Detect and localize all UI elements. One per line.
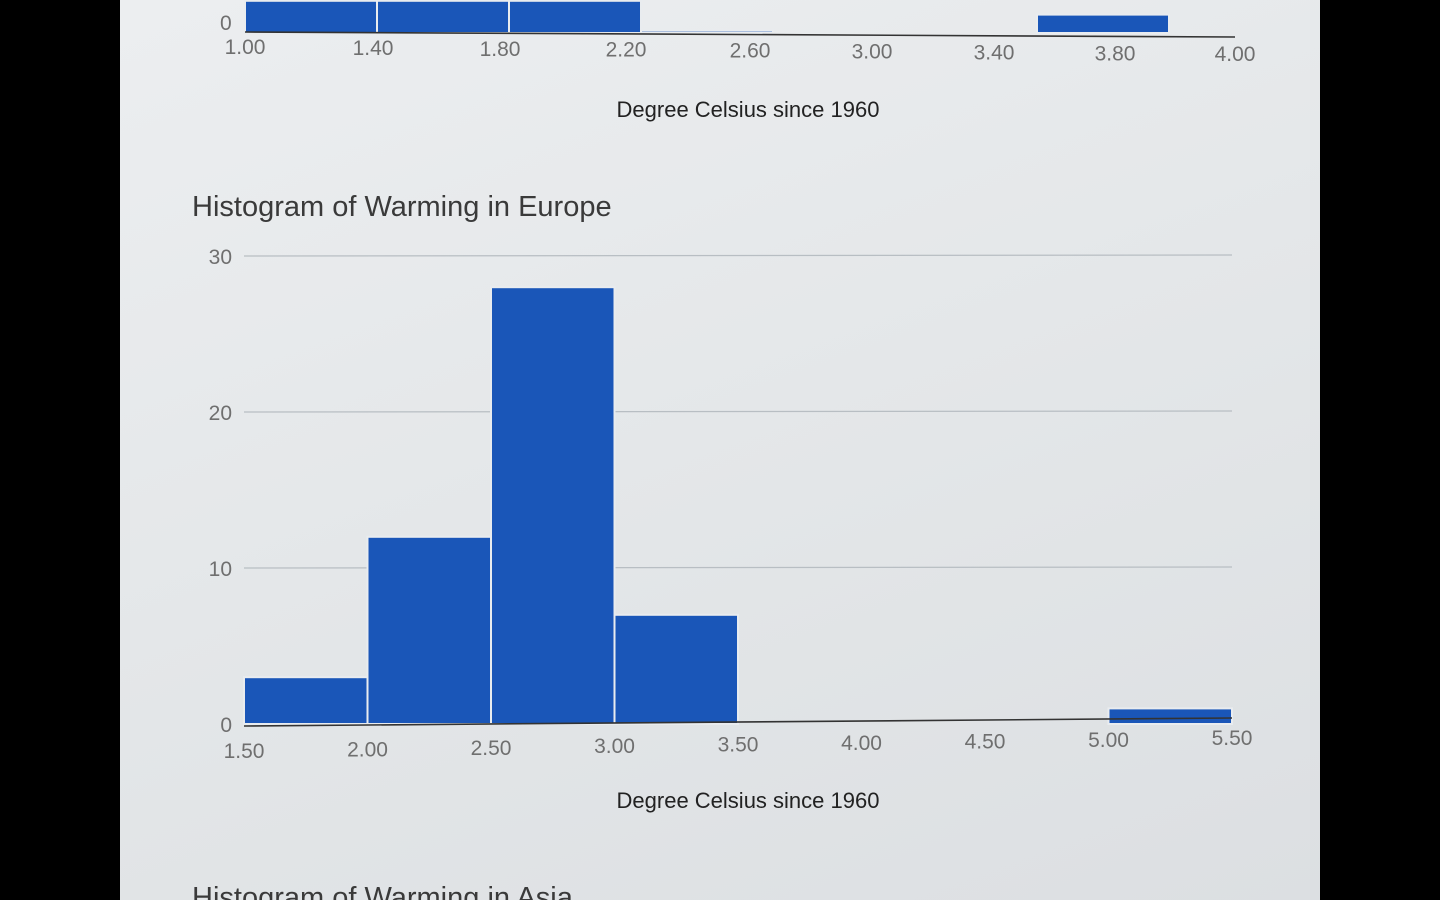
- europe-y-tick-label: 0: [220, 714, 232, 737]
- charts-canvas: 0 1.00 1.40 1.80 2.20 2.60 3.00 3.40 3.80 4.00 D…: [192, 0, 1256, 900]
- europe-x-tick-label: 3.50: [718, 734, 759, 757]
- top-bars-group: [244, 0, 1170, 35]
- europe-bar-7: [1107, 707, 1233, 726]
- europe-gridlines: [243, 254, 1233, 569]
- top-bar-2: [508, 0, 642, 35]
- europe-x-tick-label: 4.50: [965, 730, 1006, 753]
- top-y-tick-0: 0: [220, 12, 232, 35]
- europe-y-tick-label: 20: [209, 402, 232, 425]
- europe-bar-0: [243, 676, 369, 726]
- top-x-tick-label: 3.40: [974, 41, 1015, 64]
- top-x-tick-label: 2.20: [606, 39, 647, 62]
- top-x-tick-label: 3.80: [1095, 42, 1136, 65]
- europe-x-axis-title: Degree Celsius since 1960: [617, 788, 880, 813]
- europe-y-tick-label: 10: [209, 558, 232, 581]
- top-x-ticks: 1.00 1.40 1.80 2.20 2.60 3.00 3.40 3.80 4.00: [225, 36, 1256, 66]
- europe-bar-1: [366, 535, 492, 725]
- top-bar-4: [1036, 13, 1170, 34]
- europe-x-tick-label: 2.00: [347, 738, 388, 761]
- asia-chart-title: Histogram of Warming in Asia: [192, 882, 574, 900]
- europe-bar-2: [490, 286, 616, 725]
- europe-x-tick-label: 2.50: [471, 737, 512, 760]
- europe-histogram: Histogram of Warming in Europe 0 10 20 30 1…: [192, 191, 1252, 813]
- top-x-axis-line: [244, 31, 1236, 38]
- europe-x-tick-label: 4.00: [841, 732, 882, 755]
- top-histogram: 0 1.00 1.40 1.80 2.20 2.60 3.00 3.40 3.80 4.00 D…: [220, 0, 1256, 122]
- europe-bars-group: [243, 286, 1233, 726]
- top-x-tick-label: 1.00: [225, 36, 266, 59]
- europe-x-axis-line: [243, 717, 1233, 727]
- top-x-tick-label: 3.00: [852, 41, 893, 64]
- europe-x-ticks: 1.50 2.00 2.50 3.00 3.50 4.00 4.50 5.00 5.50: [224, 727, 1253, 763]
- top-x-tick-label: 1.40: [353, 37, 394, 60]
- top-x-tick-label: 1.80: [480, 38, 521, 61]
- europe-y-tick-label: 30: [209, 246, 232, 269]
- europe-y-ticks: 0 10 20 30: [209, 246, 232, 737]
- top-bar-0: [244, 0, 378, 35]
- europe-x-tick-label: 3.00: [594, 735, 635, 758]
- top-x-tick-label: 2.60: [730, 40, 771, 63]
- europe-gridline: [243, 410, 1233, 413]
- top-bar-3: [640, 29, 774, 35]
- europe-x-tick-label: 1.50: [224, 740, 265, 763]
- europe-bar-3: [613, 613, 739, 725]
- top-x-tick-label: 4.00: [1215, 43, 1256, 66]
- screen-photo: 0 1.00 1.40 1.80 2.20 2.60 3.00 3.40 3.80 4.00 D…: [120, 0, 1320, 900]
- top-x-axis-title: Degree Celsius since 1960: [617, 97, 880, 122]
- europe-x-tick-label: 5.50: [1212, 727, 1253, 750]
- europe-chart-title: Histogram of Warming in Europe: [192, 191, 612, 223]
- europe-gridline: [243, 254, 1233, 257]
- europe-x-tick-label: 5.00: [1088, 729, 1129, 752]
- top-bar-1: [376, 0, 510, 35]
